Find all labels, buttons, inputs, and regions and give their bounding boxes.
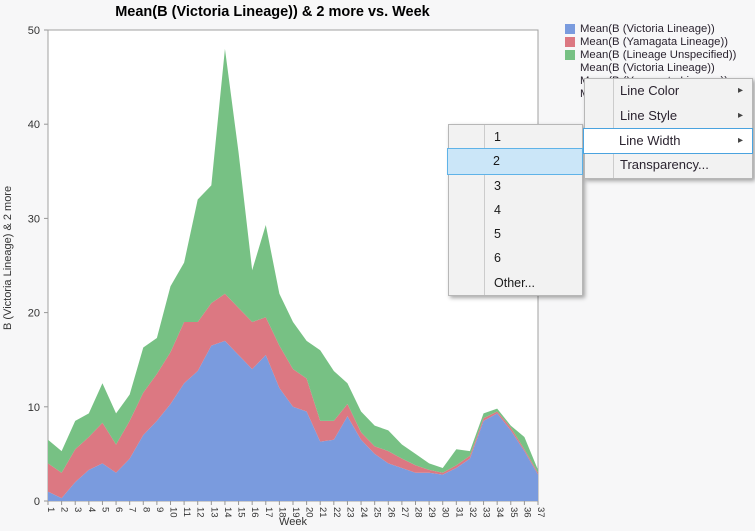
svg-text:8: 8 — [140, 507, 151, 512]
svg-text:10: 10 — [28, 402, 40, 414]
svg-text:6: 6 — [113, 507, 124, 512]
svg-text:4: 4 — [86, 507, 97, 512]
svg-text:3: 3 — [72, 507, 83, 512]
svg-text:50: 50 — [28, 25, 40, 37]
svg-text:7: 7 — [127, 507, 138, 512]
svg-text:30: 30 — [28, 213, 40, 225]
svg-text:9: 9 — [154, 507, 165, 512]
svg-text:5: 5 — [99, 507, 110, 512]
svg-text:40: 40 — [28, 119, 40, 131]
svg-text:0: 0 — [34, 496, 40, 508]
svg-text:20: 20 — [28, 308, 40, 320]
svg-text:2: 2 — [59, 507, 70, 512]
svg-text:1: 1 — [45, 507, 56, 512]
